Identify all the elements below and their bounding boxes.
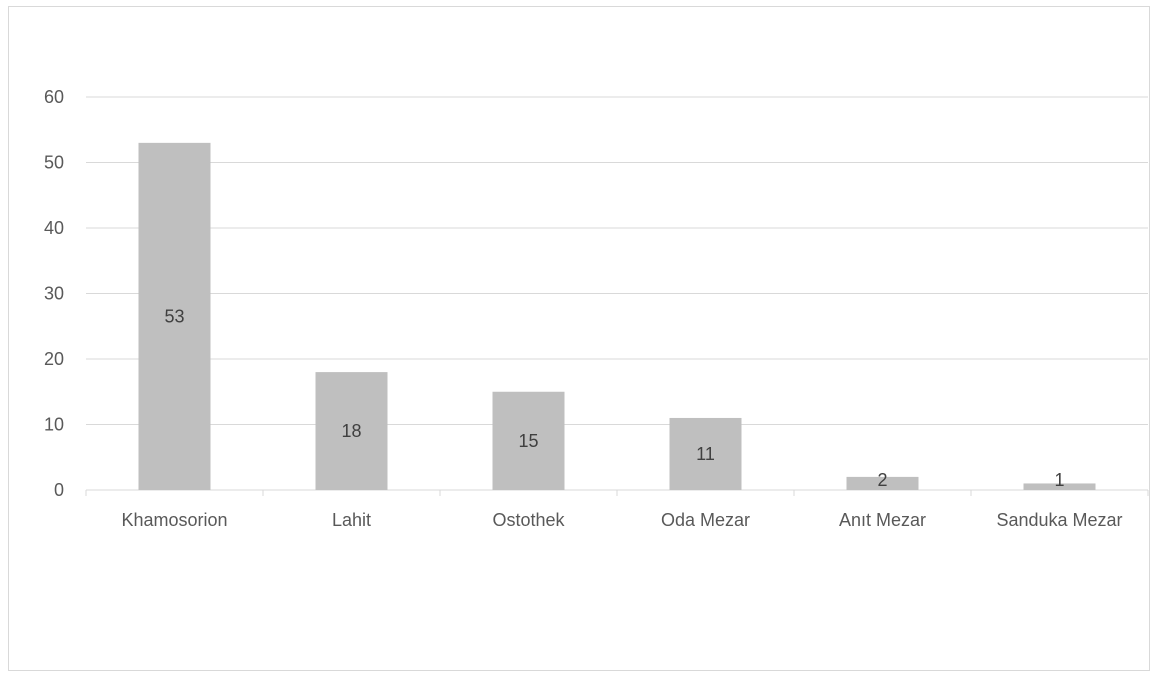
bar — [315, 372, 388, 490]
gridlines — [86, 96, 1148, 425]
y-tick-label: 20 — [44, 349, 64, 369]
data-label: 53 — [164, 306, 184, 326]
category-label: Ostothek — [492, 510, 565, 530]
bar — [138, 142, 211, 490]
bar — [1023, 483, 1096, 490]
y-tick-label: 50 — [44, 153, 64, 173]
bar — [846, 476, 919, 490]
data-label: 1 — [1054, 470, 1064, 490]
data-labels: 53 18 15 11 2 1 — [164, 306, 1064, 490]
bar — [669, 417, 742, 490]
data-label: 18 — [341, 421, 361, 441]
category-labels: Khamosorion Lahit Ostothek Oda Mezar Anıt Me… — [121, 510, 1122, 530]
y-tick-label: 0 — [54, 480, 64, 500]
y-tick-label: 10 — [44, 415, 64, 435]
bar — [492, 391, 565, 490]
bars — [138, 142, 1096, 490]
category-label: Oda Mezar — [661, 510, 750, 530]
y-tick-label: 40 — [44, 218, 64, 238]
y-tick-label: 60 — [44, 87, 64, 107]
category-label: Lahit — [332, 510, 371, 530]
data-label: 15 — [518, 431, 538, 451]
x-axis — [85, 489, 1149, 496]
category-label: Sanduka Mezar — [996, 510, 1122, 530]
data-label: 2 — [877, 470, 887, 490]
y-tick-label: 30 — [44, 284, 64, 304]
y-axis-tick-labels: 0 10 20 30 40 50 60 — [44, 87, 64, 500]
category-label: Anıt Mezar — [839, 510, 926, 530]
data-label: 11 — [696, 444, 715, 464]
category-label: Khamosorion — [121, 510, 227, 530]
